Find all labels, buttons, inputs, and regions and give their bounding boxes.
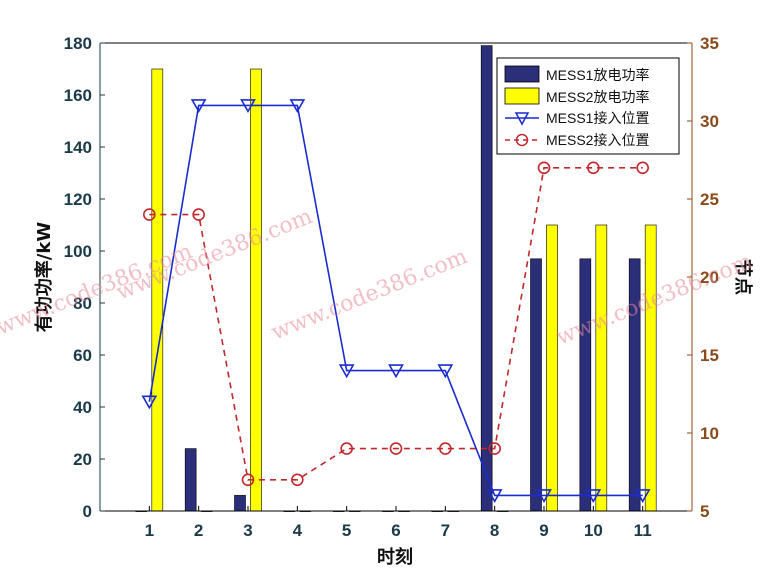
bar-series1-t10: [579, 258, 592, 512]
marker-series2-t9: [537, 161, 551, 175]
y-left-tick-label-80: 80: [73, 294, 92, 313]
y-left-tick-label-160: 160: [64, 86, 92, 105]
marker-series2-t11: [636, 161, 649, 175]
marker-series2-t8: [488, 442, 501, 455]
marker-series2-t10: [587, 161, 600, 175]
x-tick-label-10: 10: [584, 521, 603, 540]
bar-series2-t3: [250, 68, 262, 512]
line-series2: [149, 167, 643, 481]
marker-series2-t3: [241, 473, 255, 487]
marker-series1-t2: [190, 99, 207, 114]
marker-series1-t7: [437, 364, 454, 379]
y-left-tick-label-0: 0: [83, 502, 92, 521]
x-axis-title: 时刻: [377, 546, 413, 568]
x-tick-label-3: 3: [243, 521, 252, 540]
bar-series2-t10: [595, 224, 608, 512]
marker-series1-t9: [536, 489, 552, 504]
legend-marker-mess1-position: [514, 112, 530, 126]
x-tick-label-2: 2: [194, 521, 203, 540]
x-tick-label-6: 6: [391, 521, 400, 540]
legend: MESS1放电功率 MESS2放电功率 MESS1接入位置 MESS2接入位置: [496, 57, 680, 155]
lines-layer: [141, 99, 651, 504]
x-tick-label-5: 5: [342, 521, 351, 540]
y-right-tick-label-35: 35: [700, 34, 719, 53]
marker-series1-t5: [338, 364, 355, 379]
legend-marker-mess2-position: [515, 133, 529, 147]
marker-series2-t4: [291, 473, 304, 487]
bar-series1-t8: [480, 45, 493, 512]
y-left-tick-label-60: 60: [73, 346, 92, 365]
y-right-tick-label-30: 30: [700, 112, 719, 131]
line-series1: [148, 104, 643, 497]
legend-swatch-mess2-power: [504, 87, 540, 105]
bar-series1-t2: [184, 448, 197, 512]
x-tick-label-7: 7: [441, 521, 450, 540]
y-right-tick-label-10: 10: [700, 424, 719, 443]
y-left-tick-label-100: 100: [64, 242, 92, 261]
marker-series1-t10: [585, 489, 602, 504]
marker-series2-t1: [143, 208, 156, 221]
marker-series1-t11: [634, 489, 651, 504]
y-right-tick-label-20: 20: [700, 268, 719, 287]
marker-series2-t7: [439, 442, 452, 455]
legend-label-mess1-position: MESS1接入位置: [546, 110, 649, 126]
y-right-tick-label-25: 25: [700, 190, 719, 209]
marker-series1-t3: [240, 99, 256, 114]
legend-label-mess2-position: MESS2接入位置: [546, 132, 649, 148]
bar-series2-t11: [644, 224, 657, 512]
marker-series2-t6: [389, 442, 403, 455]
axes-layer: 1 2 3 4 5 6 7 8 9 10 11 0 20 40 60 80 100 120 140 160 180 5 10…: [64, 34, 719, 540]
y-right-tick-label-5: 5: [700, 502, 709, 521]
marker-series2-t2: [192, 208, 205, 221]
x-tick-label-8: 8: [490, 521, 499, 540]
y-left-tick-label-140: 140: [64, 138, 92, 157]
marker-series1-t1: [141, 395, 158, 410]
bar-series2-t9: [546, 224, 558, 512]
legend-label-mess2-power: MESS2放电功率: [546, 89, 649, 105]
x-tick-label-9: 9: [539, 521, 548, 540]
x-tick-label-11: 11: [634, 521, 652, 540]
marker-series2-t5: [340, 442, 353, 455]
y-axis-title-left: 有功功率/kW: [33, 222, 55, 333]
marker-series1-t6: [388, 364, 404, 379]
marker-series1-t4: [289, 99, 306, 114]
bar-series1-t3: [234, 495, 246, 512]
x-tick-label-4: 4: [293, 521, 303, 540]
legend-swatch-mess1-power: [504, 65, 540, 83]
y-axis-title-right: 节点: [732, 259, 754, 295]
y-left-tick-label-20: 20: [73, 450, 92, 469]
y-left-tick-label-120: 120: [64, 190, 92, 209]
legend-label-mess1-power: MESS1放电功率: [546, 67, 649, 83]
x-tick-label-1: 1: [145, 521, 154, 540]
y-right-tick-label-15: 15: [700, 346, 719, 365]
bar-series1-t9: [530, 258, 542, 512]
y-left-tick-label-180: 180: [64, 34, 92, 53]
y-left-tick-label-40: 40: [73, 398, 92, 417]
marker-series1-t8: [486, 489, 503, 504]
